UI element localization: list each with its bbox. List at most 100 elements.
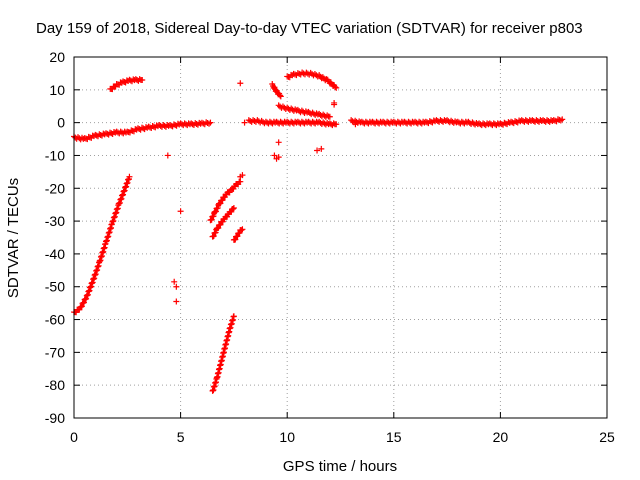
data-point — [426, 118, 433, 125]
y-tick-label: -80 — [45, 377, 65, 393]
data-point — [230, 313, 237, 320]
y-tick-label: -70 — [45, 344, 65, 360]
x-axis-label: GPS time / hours — [283, 458, 397, 475]
data-point — [512, 118, 519, 125]
data-point — [96, 131, 103, 138]
data-point — [104, 130, 111, 137]
y-tick-label: -30 — [45, 213, 65, 229]
grid — [74, 57, 607, 418]
data-point — [352, 121, 359, 128]
data-point — [230, 204, 237, 211]
data-point — [136, 125, 143, 132]
data-point — [428, 118, 435, 125]
data-point — [333, 121, 340, 128]
data-point — [97, 131, 104, 138]
data-point — [210, 233, 217, 240]
data-point — [149, 123, 156, 130]
data-point — [80, 299, 87, 306]
x-tick-label: 15 — [386, 429, 402, 445]
data-point — [134, 125, 141, 132]
data-point — [206, 120, 213, 127]
data-point — [424, 119, 431, 126]
data-point — [145, 123, 152, 130]
y-tick-label: -60 — [45, 312, 65, 328]
x-tick-label: 20 — [493, 429, 509, 445]
data-point — [171, 278, 178, 285]
y-tick-label: -40 — [45, 246, 65, 262]
x-tick-label: 10 — [279, 429, 295, 445]
data-point — [324, 112, 331, 119]
data-point — [164, 152, 171, 159]
y-tick-label: -90 — [45, 410, 65, 426]
data-markers — [71, 69, 566, 394]
data-point — [102, 130, 109, 137]
data-point — [508, 118, 515, 125]
data-point — [173, 283, 180, 290]
y-tick-label: 20 — [49, 49, 65, 65]
data-point — [239, 172, 246, 179]
data-point — [173, 298, 180, 305]
data-point — [212, 208, 219, 215]
y-tick-label: -20 — [45, 180, 65, 196]
data-point — [318, 145, 325, 152]
data-point — [170, 121, 177, 128]
data-point — [214, 204, 221, 211]
data-point — [502, 120, 509, 127]
data-point — [276, 92, 283, 99]
data-point — [92, 131, 99, 138]
data-point — [314, 147, 321, 154]
y-tick-label: -50 — [45, 279, 65, 295]
data-point — [208, 216, 215, 223]
data-point — [168, 122, 175, 129]
y-tick-label: 0 — [57, 115, 65, 131]
data-point — [333, 84, 340, 91]
data-point — [498, 121, 505, 128]
data-point — [275, 154, 282, 161]
data-point — [238, 227, 245, 234]
data-point — [277, 93, 284, 100]
data-point — [292, 71, 299, 78]
data-point — [326, 113, 333, 120]
data-point — [140, 125, 147, 132]
data-point — [513, 118, 520, 125]
data-point — [139, 76, 146, 83]
data-point — [331, 101, 338, 108]
data-point — [230, 205, 237, 212]
data-point — [275, 139, 282, 146]
x-tick-label: 25 — [599, 429, 615, 445]
x-tick-label: 0 — [70, 429, 78, 445]
data-point — [126, 173, 133, 180]
data-point — [239, 226, 246, 233]
plot-frame — [73, 56, 608, 419]
data-point — [241, 119, 248, 126]
data-point — [150, 123, 157, 130]
data-point — [237, 80, 244, 87]
data-point — [332, 83, 339, 90]
data-point — [422, 118, 429, 125]
data-point — [226, 189, 233, 196]
data-point — [501, 119, 508, 126]
data-point — [78, 303, 85, 310]
data-point — [552, 117, 559, 124]
data-point — [177, 208, 184, 215]
data-point — [108, 130, 115, 137]
data-point — [497, 120, 504, 127]
data-point — [559, 116, 566, 123]
data-point — [234, 233, 241, 240]
data-point — [210, 213, 217, 220]
x-tick-label: 5 — [177, 429, 185, 445]
data-point — [106, 129, 113, 136]
y-tick-label: 10 — [49, 82, 65, 98]
data-point — [138, 124, 145, 131]
data-point — [207, 119, 214, 126]
data-point — [212, 229, 219, 236]
data-point — [146, 124, 153, 131]
data-point — [232, 236, 239, 243]
data-point — [271, 152, 278, 159]
axis-ticks: -90 -80 -70 -60 -50 -40 -30 -20 -10 0 10 20 0 5 10 15 20… — [45, 49, 615, 445]
y-axis-label: SDTVAR / TECUs — [5, 178, 22, 298]
y-tick-label: -10 — [45, 147, 65, 163]
data-point — [166, 122, 173, 129]
data-point — [215, 225, 222, 232]
